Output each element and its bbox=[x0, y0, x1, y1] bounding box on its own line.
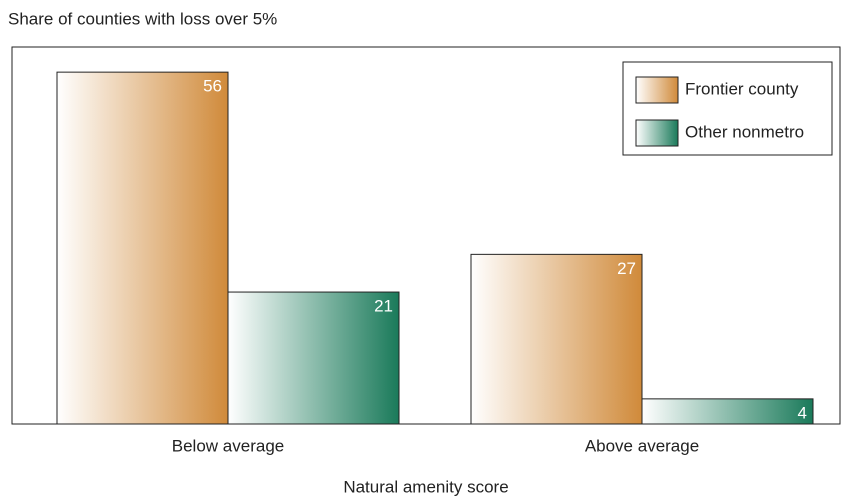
legend-label: Other nonmetro bbox=[685, 122, 804, 141]
chart-title: Share of counties with loss over 5% bbox=[8, 9, 277, 28]
value-label: 27 bbox=[617, 259, 636, 278]
bar bbox=[470, 253, 643, 425]
value-label: 4 bbox=[798, 403, 807, 422]
bar bbox=[227, 291, 400, 425]
bar bbox=[641, 398, 814, 425]
x-tick-label: Below average bbox=[172, 436, 284, 455]
x-tick-label: Above average bbox=[585, 436, 699, 455]
plot-frame bbox=[11, 46, 841, 425]
legend-label: Frontier county bbox=[685, 79, 799, 98]
value-label: 56 bbox=[203, 77, 222, 96]
value-label: 21 bbox=[374, 297, 393, 316]
bar bbox=[56, 71, 229, 425]
x-axis-label: Natural amenity score bbox=[343, 477, 508, 496]
legend-swatch bbox=[635, 119, 679, 147]
legend-swatch bbox=[635, 76, 679, 104]
